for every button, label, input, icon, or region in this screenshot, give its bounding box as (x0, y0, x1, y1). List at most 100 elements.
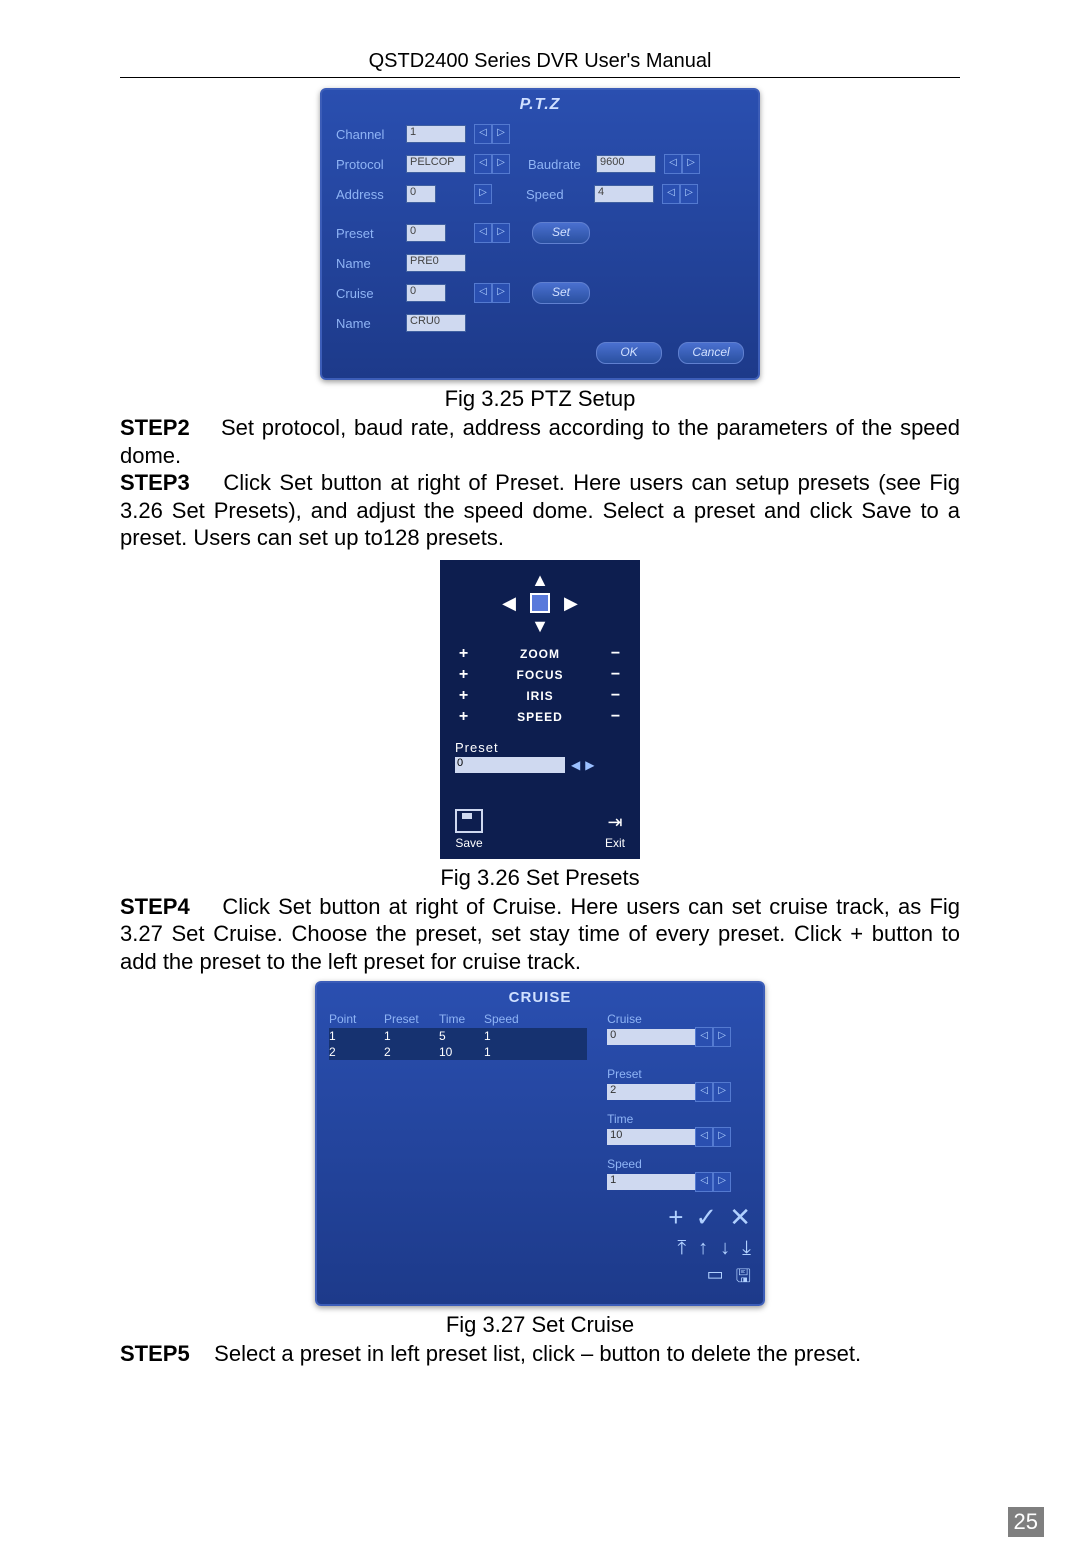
ptz-down-icon[interactable]: ▼ (531, 617, 549, 635)
down-icon[interactable]: ↓ (720, 1237, 730, 1260)
protocol-dec-icon[interactable]: ◁ (474, 154, 492, 174)
ptz-stop-icon[interactable] (530, 593, 550, 613)
confirm-icon[interactable]: ✓ (695, 1202, 717, 1233)
cruise-input[interactable]: 0 (406, 284, 446, 302)
step5-label: STEP5 (120, 1341, 190, 1366)
focus-plus-icon[interactable]: + (455, 666, 473, 684)
preset-set-button[interactable]: Set (532, 222, 590, 244)
page-number: 25 (1008, 1507, 1044, 1537)
col-point: Point (329, 1012, 384, 1026)
speed-input[interactable]: 4 (594, 185, 654, 203)
iris-label: IRIS (473, 689, 607, 703)
name2-label: Name (336, 316, 398, 331)
channel-input[interactable]: 1 (406, 125, 466, 143)
channel-inc-icon[interactable]: ▷ (492, 124, 510, 144)
step2-text: Set protocol, baud rate, address accordi… (120, 415, 960, 468)
focus-minus-icon[interactable]: − (607, 666, 625, 684)
cancel-button[interactable]: Cancel (678, 342, 744, 364)
pspeed-minus-icon[interactable]: − (607, 708, 625, 726)
table-row[interactable]: 1 1 5 1 (329, 1028, 587, 1044)
fig-325-caption: Fig 3.25 PTZ Setup (120, 386, 960, 412)
cs-time-inc-icon[interactable]: ▷ (713, 1127, 731, 1147)
step3-text: Click Set button at right of Preset. Her… (120, 470, 960, 550)
cs-cruise-input[interactable]: 0 (607, 1029, 695, 1045)
speed-label: Speed (526, 187, 586, 202)
iris-minus-icon[interactable]: − (607, 687, 625, 705)
baudrate-inc-icon[interactable]: ▷ (682, 154, 700, 174)
cruise-inc-icon[interactable]: ▷ (492, 283, 510, 303)
cruise-panel: CRUISE Point Preset Time Speed 1 1 5 1 2… (315, 981, 765, 1306)
cruise-set-button[interactable]: Set (532, 282, 590, 304)
address-inc-icon[interactable]: ▷ (474, 184, 492, 204)
focus-label: FOCUS (473, 668, 607, 682)
cs-cruise-dec-icon[interactable]: ◁ (695, 1027, 713, 1047)
speed-inc-icon[interactable]: ▷ (680, 184, 698, 204)
preset-prev-icon[interactable]: ◀ (571, 758, 581, 772)
step3-label: STEP3 (120, 470, 190, 495)
preset-next-icon[interactable]: ▶ (585, 758, 595, 772)
preset-inc-icon[interactable]: ▷ (492, 223, 510, 243)
name1-input[interactable]: PRE0 (406, 254, 466, 272)
baudrate-label: Baudrate (528, 157, 588, 172)
channel-label: Channel (336, 127, 398, 142)
cs-speed-dec-icon[interactable]: ◁ (695, 1172, 713, 1192)
cs-time-dec-icon[interactable]: ◁ (695, 1127, 713, 1147)
col-speed: Speed (484, 1012, 539, 1026)
cs-preset-input[interactable]: 2 (607, 1084, 695, 1100)
up-icon[interactable]: ↑ (698, 1237, 708, 1260)
baudrate-dec-icon[interactable]: ◁ (664, 154, 682, 174)
cs-preset-label: Preset (607, 1067, 751, 1081)
ok-button[interactable]: OK (596, 342, 662, 364)
cs-cruise-inc-icon[interactable]: ▷ (713, 1027, 731, 1047)
step5-text: Select a preset in left preset list, cli… (214, 1341, 861, 1366)
top-icon[interactable]: ⤒ (677, 1237, 686, 1260)
ptz-panel: P.T.Z Channel 1 ◁ ▷ Protocol PELCOP ◁ ▷ … (320, 88, 760, 380)
cs-speed-inc-icon[interactable]: ▷ (713, 1172, 731, 1192)
name2-input[interactable]: CRU0 (406, 314, 466, 332)
ptz-title: P.T.Z (336, 96, 744, 114)
ptz-right-icon[interactable]: ▶ (564, 594, 578, 612)
channel-dec-icon[interactable]: ◁ (474, 124, 492, 144)
zoom-label: ZOOM (473, 647, 607, 661)
cs-preset-inc-icon[interactable]: ▷ (713, 1082, 731, 1102)
bottom-icon[interactable]: ⤓ (742, 1237, 751, 1260)
cruise-table: Point Preset Time Speed 1 1 5 1 2 2 10 1 (329, 1012, 587, 1294)
iris-plus-icon[interactable]: + (455, 687, 473, 705)
save-icon[interactable] (455, 809, 483, 833)
cs-speed-input[interactable]: 1 (607, 1174, 695, 1190)
address-label: Address (336, 187, 398, 202)
fig-327-caption: Fig 3.27 Set Cruise (120, 1312, 960, 1338)
step4-text: Click Set button at right of Cruise. Her… (120, 894, 960, 974)
preset-field-label: Preset (455, 740, 625, 755)
cs-preset-dec-icon[interactable]: ◁ (695, 1082, 713, 1102)
ptz-left-icon[interactable]: ◀ (502, 594, 516, 612)
cruise-title: CRUISE (329, 989, 751, 1006)
col-time: Time (439, 1012, 484, 1026)
ptz-up-icon[interactable]: ▲ (531, 571, 549, 589)
cruise-dec-icon[interactable]: ◁ (474, 283, 492, 303)
baudrate-input[interactable]: 9600 (596, 155, 656, 173)
address-input[interactable]: 0 (406, 185, 436, 203)
cs-time-label: Time (607, 1112, 751, 1126)
col-preset: Preset (384, 1012, 439, 1026)
preset-dec-icon[interactable]: ◁ (474, 223, 492, 243)
pspeed-plus-icon[interactable]: + (455, 708, 473, 726)
disk-save-icon[interactable]: 🖫 (736, 1264, 751, 1294)
save-label: Save (455, 836, 482, 850)
preset-num-input[interactable]: 0 (455, 757, 565, 773)
cs-time-input[interactable]: 10 (607, 1129, 695, 1145)
zoom-minus-icon[interactable]: − (607, 645, 625, 663)
protocol-inc-icon[interactable]: ▷ (492, 154, 510, 174)
preview-icon[interactable]: ▭ (707, 1264, 724, 1294)
step2-label: STEP2 (120, 415, 190, 440)
step4-label: STEP4 (120, 894, 190, 919)
preset-input[interactable]: 0 (406, 224, 446, 242)
remove-icon[interactable]: ✕ (729, 1202, 751, 1233)
zoom-plus-icon[interactable]: + (455, 645, 473, 663)
exit-icon[interactable]: ⇥ (607, 812, 622, 833)
speed-dec-icon[interactable]: ◁ (662, 184, 680, 204)
protocol-input[interactable]: PELCOP (406, 155, 466, 173)
add-icon[interactable]: + (668, 1202, 683, 1233)
table-row[interactable]: 2 2 10 1 (329, 1044, 587, 1060)
fig-326-caption: Fig 3.26 Set Presets (120, 865, 960, 891)
